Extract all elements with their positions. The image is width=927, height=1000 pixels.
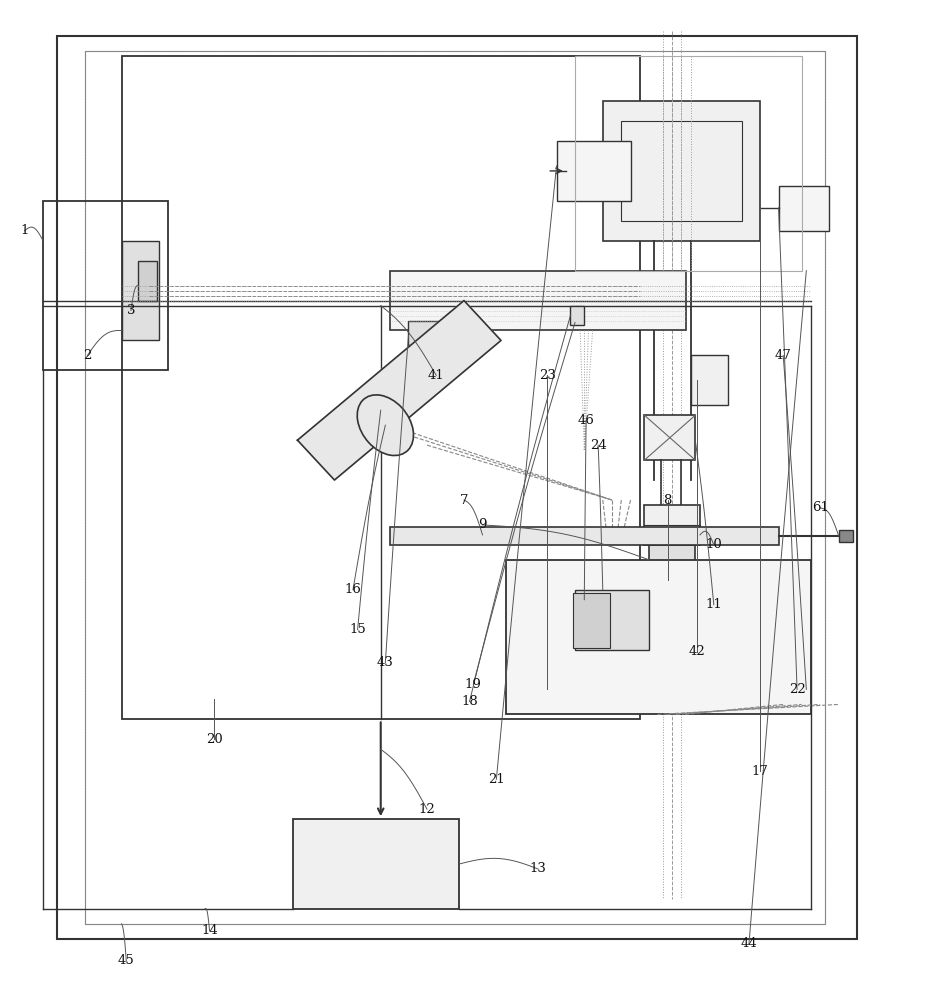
Text: 2: 2: [83, 349, 92, 362]
FancyBboxPatch shape: [625, 570, 717, 585]
Polygon shape: [298, 301, 501, 480]
Text: 42: 42: [688, 645, 705, 658]
Text: 22: 22: [788, 683, 805, 696]
FancyBboxPatch shape: [690, 355, 727, 405]
FancyBboxPatch shape: [778, 186, 829, 231]
Text: 11: 11: [705, 598, 721, 611]
FancyBboxPatch shape: [643, 415, 694, 460]
FancyBboxPatch shape: [575, 590, 648, 650]
FancyBboxPatch shape: [603, 101, 759, 241]
Text: 61: 61: [811, 501, 828, 514]
Text: 8: 8: [663, 494, 671, 507]
FancyBboxPatch shape: [408, 320, 454, 345]
Text: 16: 16: [344, 583, 361, 596]
FancyBboxPatch shape: [556, 141, 629, 201]
FancyBboxPatch shape: [389, 527, 778, 545]
FancyBboxPatch shape: [389, 271, 685, 330]
Text: 14: 14: [201, 924, 218, 937]
FancyBboxPatch shape: [570, 306, 584, 325]
Text: 10: 10: [705, 538, 721, 551]
FancyBboxPatch shape: [505, 560, 810, 714]
Text: 18: 18: [461, 695, 477, 708]
Text: 21: 21: [488, 773, 504, 786]
Text: 17: 17: [751, 765, 768, 778]
FancyBboxPatch shape: [138, 261, 157, 301]
Text: 9: 9: [477, 518, 487, 531]
Text: 24: 24: [590, 439, 606, 452]
Text: 20: 20: [206, 733, 222, 746]
Text: 46: 46: [578, 414, 594, 427]
Text: 13: 13: [529, 862, 546, 875]
Text: 47: 47: [774, 349, 791, 362]
Text: 43: 43: [376, 656, 393, 669]
Text: 12: 12: [418, 803, 435, 816]
Text: 1: 1: [20, 224, 29, 237]
FancyBboxPatch shape: [293, 819, 459, 909]
Text: 15: 15: [349, 623, 365, 636]
Text: 3: 3: [126, 304, 135, 317]
FancyBboxPatch shape: [643, 505, 699, 545]
Text: 45: 45: [118, 954, 134, 967]
FancyBboxPatch shape: [648, 545, 694, 570]
Text: 7: 7: [459, 494, 468, 507]
Text: 23: 23: [539, 369, 555, 382]
FancyBboxPatch shape: [838, 530, 852, 542]
Text: 19: 19: [464, 678, 481, 691]
FancyBboxPatch shape: [121, 241, 159, 340]
Text: 41: 41: [427, 369, 444, 382]
Ellipse shape: [357, 395, 413, 456]
Text: 44: 44: [740, 937, 756, 950]
FancyBboxPatch shape: [573, 593, 610, 648]
